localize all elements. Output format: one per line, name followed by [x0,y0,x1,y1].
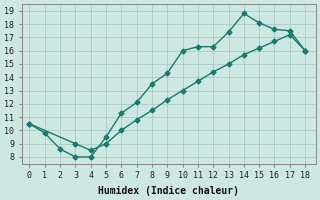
X-axis label: Humidex (Indice chaleur): Humidex (Indice chaleur) [98,186,239,196]
